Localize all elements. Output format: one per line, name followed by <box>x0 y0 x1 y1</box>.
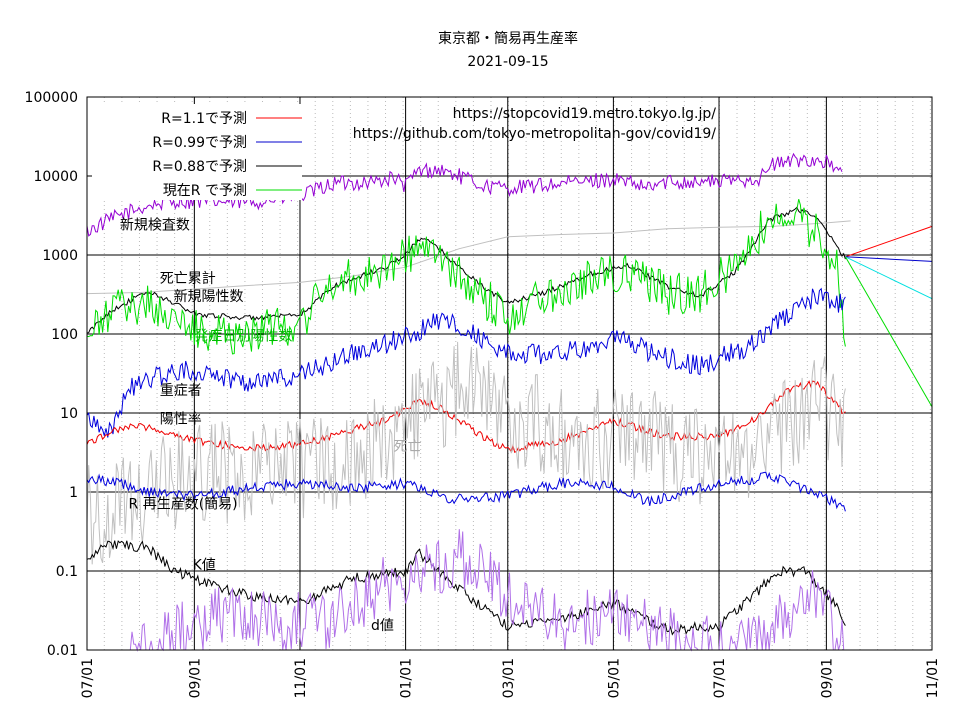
series-label: 新規陽性数 <box>174 289 244 305</box>
chart-subtitle: 2021-09-15 <box>467 54 548 70</box>
y-tick-label: 1000 <box>42 248 78 264</box>
source-url-1: https://stopcovid19.metro.tokyo.lg.jp/ <box>453 106 717 122</box>
series-line-7 <box>86 471 846 512</box>
y-tick-label: 100000 <box>25 90 78 106</box>
y-tick-label: 10 <box>60 406 78 422</box>
series-line-3 <box>86 199 846 355</box>
series-label: 発症日別陽性数 <box>194 328 292 344</box>
legend-label: R=0.88で予測 <box>152 159 247 175</box>
x-tick-label: 11/01 <box>293 658 309 698</box>
series-layer <box>86 152 933 652</box>
x-tick-label: 07/01 <box>80 658 96 698</box>
series-line-5 <box>86 380 846 454</box>
series-label: 死亡累計 <box>160 271 216 287</box>
legend-label: R=1.1で予測 <box>161 111 247 127</box>
x-tick-label: 01/01 <box>399 658 415 698</box>
y-tick-label: 10000 <box>33 169 78 185</box>
legend-label: 現在R で予測 <box>163 183 247 199</box>
series-line-12 <box>845 256 933 300</box>
series-line-11 <box>845 256 933 262</box>
series-line-8 <box>86 540 846 636</box>
x-tick-label: 07/01 <box>712 658 728 698</box>
y-axis: 0.01 0.1 1 10 100 1000 10000 100000 <box>25 90 78 659</box>
x-tick-label: 05/01 <box>606 658 622 698</box>
series-label: R 再生産数(簡易) <box>129 496 238 512</box>
series-label: 陽性率 <box>160 410 202 427</box>
series-line-4 <box>86 287 846 438</box>
series-label: K値 <box>193 557 216 573</box>
y-tick-label: 100 <box>51 327 78 343</box>
y-tick-label: 1 <box>69 485 78 501</box>
series-line-10 <box>845 225 933 258</box>
source-url-2: https://github.com/tokyo-metropolitan-go… <box>353 126 717 142</box>
x-tick-label: 11/01 <box>925 658 941 698</box>
chart-title: 東京都・簡易再生産率 <box>438 30 578 47</box>
source-urls: https://stopcovid19.metro.tokyo.lg.jp/ h… <box>353 106 717 142</box>
x-tick-label: 09/01 <box>187 658 203 698</box>
x-tick-label: 03/01 <box>501 658 517 698</box>
series-label: 重症者 <box>160 383 202 399</box>
series-line-1 <box>86 220 851 295</box>
series-line-6 <box>86 341 846 565</box>
y-tick-label: 0.1 <box>56 564 78 580</box>
series-line-13 <box>844 256 933 407</box>
plot-frame <box>86 96 933 651</box>
y-tick-label: 0.01 <box>47 643 78 659</box>
x-axis: 07/01 09/01 11/01 01/01 03/01 05/01 07/01 09/01… <box>80 658 941 698</box>
x-tick-label: 09/01 <box>819 658 835 698</box>
legend-background <box>92 104 302 200</box>
series-label: 死亡 <box>393 439 421 455</box>
series-label: 新規検査数 <box>120 218 190 234</box>
series-label: d値 <box>371 618 394 634</box>
legend-label: R=0.99で予測 <box>152 135 247 151</box>
